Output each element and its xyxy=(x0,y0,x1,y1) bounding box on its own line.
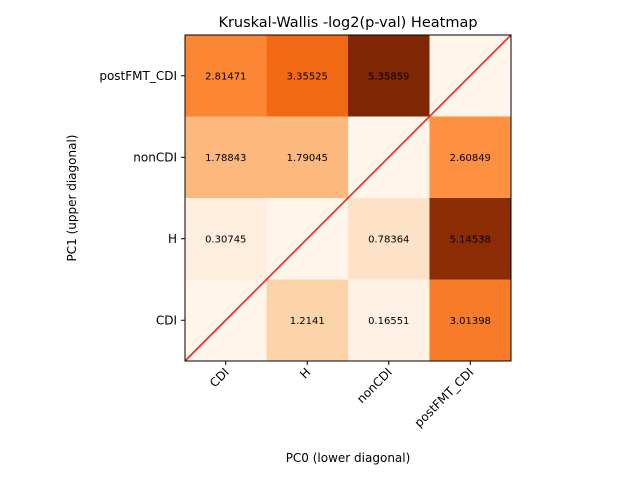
heatmap-cell xyxy=(429,279,512,362)
heatmap-cell xyxy=(429,198,512,280)
cell-value-label: 5.35859 xyxy=(368,71,409,82)
cell-value-label: 3.35525 xyxy=(287,71,328,82)
cell-value-label: 2.81471 xyxy=(205,71,246,82)
heatmap-cell xyxy=(266,35,349,117)
x-tick-label: H xyxy=(297,365,313,381)
plot-frame xyxy=(184,34,512,362)
heatmap-cell xyxy=(348,198,430,280)
cell-value-label: 3.01398 xyxy=(450,316,491,327)
cell-value-label: 5.14538 xyxy=(450,234,491,245)
x-tick-label: nonCDI xyxy=(354,365,395,406)
y-tick-label: postFMT_CDI xyxy=(99,69,177,83)
cell-value-label: 1.2141 xyxy=(290,316,325,327)
heatmap-cell xyxy=(348,35,430,117)
cell-value-label: 1.79045 xyxy=(287,153,328,164)
chart-title: Kruskal-Wallis -log2(p-val) Heatmap xyxy=(218,15,477,31)
cell-value-label: 1.78843 xyxy=(205,153,246,164)
x-axis-label: PC0 (lower diagonal) xyxy=(286,451,411,465)
cell-value-label: 2.60849 xyxy=(450,153,491,164)
cell-value-label: 0.78364 xyxy=(368,234,409,245)
heatmap-cell xyxy=(185,116,267,199)
heatmap-cell xyxy=(266,116,349,199)
diagonal-line xyxy=(184,34,512,362)
heatmap-cell xyxy=(348,279,430,362)
y-tick-label: H xyxy=(168,232,177,246)
cell-value-label: 0.16551 xyxy=(368,316,409,327)
heatmap-cell xyxy=(266,279,349,362)
heatmap-cell xyxy=(429,116,512,199)
y-tick-label: CDI xyxy=(156,313,177,327)
y-axis-label: PC1 (upper diagonal) xyxy=(65,135,79,262)
cell-value-label: 0.30745 xyxy=(205,234,246,245)
y-tick-label: nonCDI xyxy=(133,150,177,164)
x-tick-label: postFMT_CDI xyxy=(412,365,477,430)
heatmap-cell xyxy=(185,198,267,280)
heatmap-cell xyxy=(185,35,267,117)
cell-value-labels: 2.81471 3.35525 5.35859 1.78843 1.79045 2.608… xyxy=(205,71,491,327)
x-tick-label: CDI xyxy=(207,365,232,390)
